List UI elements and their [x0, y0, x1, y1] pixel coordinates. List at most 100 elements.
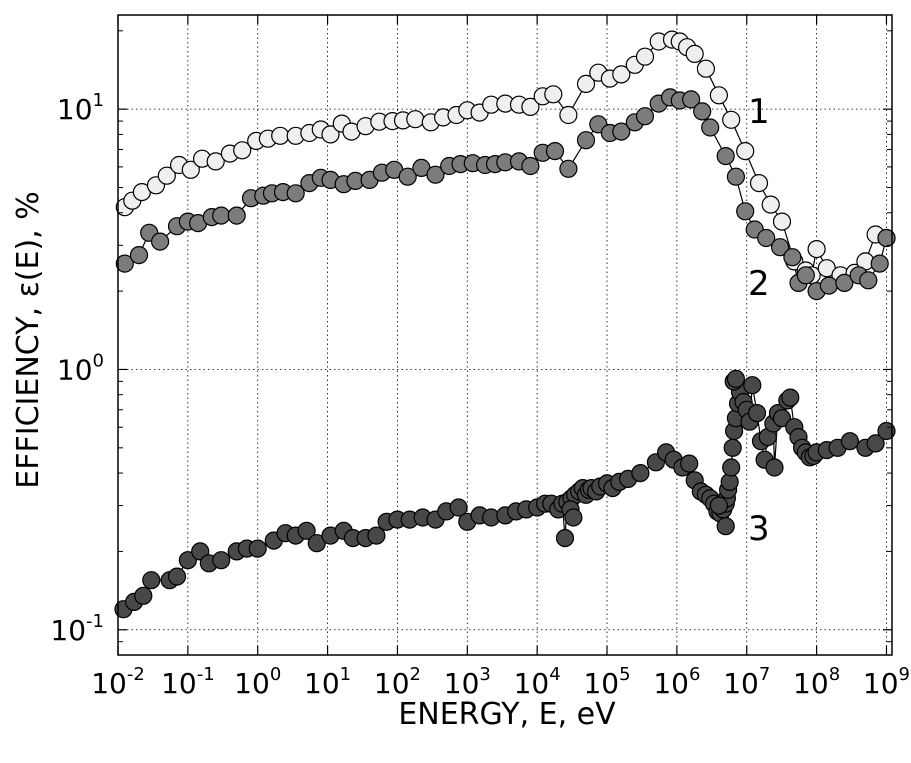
series-2-point — [522, 158, 539, 175]
series-2-point — [228, 207, 245, 224]
series-3-point — [724, 439, 741, 456]
x-tick-exponent: 3 — [479, 664, 490, 685]
x-tick-label: 104 — [514, 664, 561, 700]
x-tick-base: 10 — [514, 667, 550, 700]
series-2-point — [131, 247, 148, 264]
x-tick-label: 103 — [444, 664, 491, 700]
series-1-point — [762, 196, 779, 213]
x-tick-exponent: -1 — [197, 664, 215, 685]
series-3-point — [135, 587, 152, 604]
series-2-point — [702, 119, 719, 136]
x-tick-label: 100 — [234, 664, 281, 700]
series-2-point — [578, 132, 595, 149]
series-3-point — [782, 389, 799, 406]
series-3-point — [710, 497, 727, 514]
series-3-point — [143, 572, 160, 589]
y-tick-exponent: -1 — [86, 611, 104, 632]
series-3-point — [249, 540, 266, 557]
y-tick-exponent: 1 — [93, 90, 104, 111]
x-tick-exponent: 8 — [829, 664, 840, 685]
series-3-point — [213, 552, 230, 569]
x-tick-exponent: 4 — [549, 664, 560, 685]
y-tick-label: 10-1 — [50, 611, 104, 647]
x-tick-label: 108 — [793, 664, 840, 700]
series-2-point — [784, 249, 801, 266]
series-1-point — [710, 87, 727, 104]
series-1-point — [407, 111, 424, 128]
series-2-point — [871, 255, 888, 272]
series-3-point — [766, 459, 783, 476]
series-1-point — [686, 45, 703, 62]
series-3-point — [681, 455, 698, 472]
x-tick-base: 10 — [653, 667, 689, 700]
series-2-point — [820, 277, 837, 294]
series-2-point — [547, 143, 564, 160]
series-1-point — [737, 143, 754, 160]
series-label-2: 2 — [748, 264, 770, 304]
series-1-point — [272, 127, 289, 144]
y-tick-base: 10 — [57, 93, 93, 126]
x-tick-base: 10 — [723, 667, 759, 700]
series-3-point — [717, 518, 734, 535]
series-2-point — [213, 207, 230, 224]
x-tick-base: 10 — [161, 667, 197, 700]
series-1-point — [723, 111, 740, 128]
series-2-point — [717, 148, 734, 165]
series-3-point — [727, 370, 744, 387]
x-tick-exponent: 6 — [689, 664, 700, 685]
x-tick-exponent: 2 — [410, 664, 421, 685]
series-2-point — [727, 168, 744, 185]
series-3-point — [565, 509, 582, 526]
x-tick-base: 10 — [91, 667, 127, 700]
series-3-point — [723, 459, 740, 476]
x-tick-label: 109 — [863, 664, 910, 700]
series-3-point — [841, 433, 858, 450]
series-1-point — [560, 107, 577, 124]
y-tick-label: 101 — [57, 90, 104, 126]
x-tick-exponent: 0 — [270, 664, 281, 685]
series-1-point — [808, 241, 825, 258]
y-tick-label: 100 — [57, 350, 104, 386]
x-tick-label: 10-1 — [161, 664, 215, 700]
series-markers — [115, 31, 895, 618]
series-3-point — [749, 405, 766, 422]
x-tick-label: 106 — [653, 664, 700, 700]
series-label-1: 1 — [748, 92, 770, 132]
y-tick-exponent: 0 — [93, 350, 104, 371]
x-tick-base: 10 — [793, 667, 829, 700]
x-tick-label: 102 — [374, 664, 421, 700]
x-tick-base: 10 — [304, 667, 340, 700]
series-label-3: 3 — [748, 509, 770, 549]
series-2-point — [797, 267, 814, 284]
y-tick-base: 10 — [50, 614, 86, 647]
series-1-point — [774, 213, 791, 230]
x-tick-base: 10 — [583, 667, 619, 700]
series-2-line — [125, 97, 887, 291]
x-tick-exponent: 7 — [759, 664, 770, 685]
x-tick-base: 10 — [234, 667, 270, 700]
x-tick-label: 107 — [723, 664, 770, 700]
series-1-point — [697, 60, 714, 77]
series-3-point — [632, 465, 649, 482]
series-1-point — [637, 48, 654, 65]
x-tick-label: 101 — [304, 664, 351, 700]
efficiency-chart: 10-2 10-1 100 101 102 103 104 105 106 107 108 10910… — [0, 0, 911, 763]
x-tick-exponent: 1 — [340, 664, 351, 685]
y-tick-base: 10 — [57, 353, 93, 386]
series-2-point — [560, 160, 577, 177]
x-tick-exponent: -2 — [127, 664, 145, 685]
x-tick-label: 10-2 — [91, 664, 145, 700]
x-tick-base: 10 — [444, 667, 480, 700]
series-3-point — [557, 530, 574, 547]
series-2-point — [737, 203, 754, 220]
series-3-point — [169, 568, 186, 585]
series-2-point — [637, 108, 654, 125]
series-1-point — [751, 175, 768, 192]
x-axis-title: ENERGY, E, eV — [398, 697, 616, 732]
series-2-point — [694, 103, 711, 120]
series-2-point — [152, 233, 169, 250]
series-3-point — [744, 377, 761, 394]
x-tick-base: 10 — [374, 667, 410, 700]
x-tick-exponent: 9 — [899, 664, 910, 685]
series-1-point — [545, 86, 562, 103]
